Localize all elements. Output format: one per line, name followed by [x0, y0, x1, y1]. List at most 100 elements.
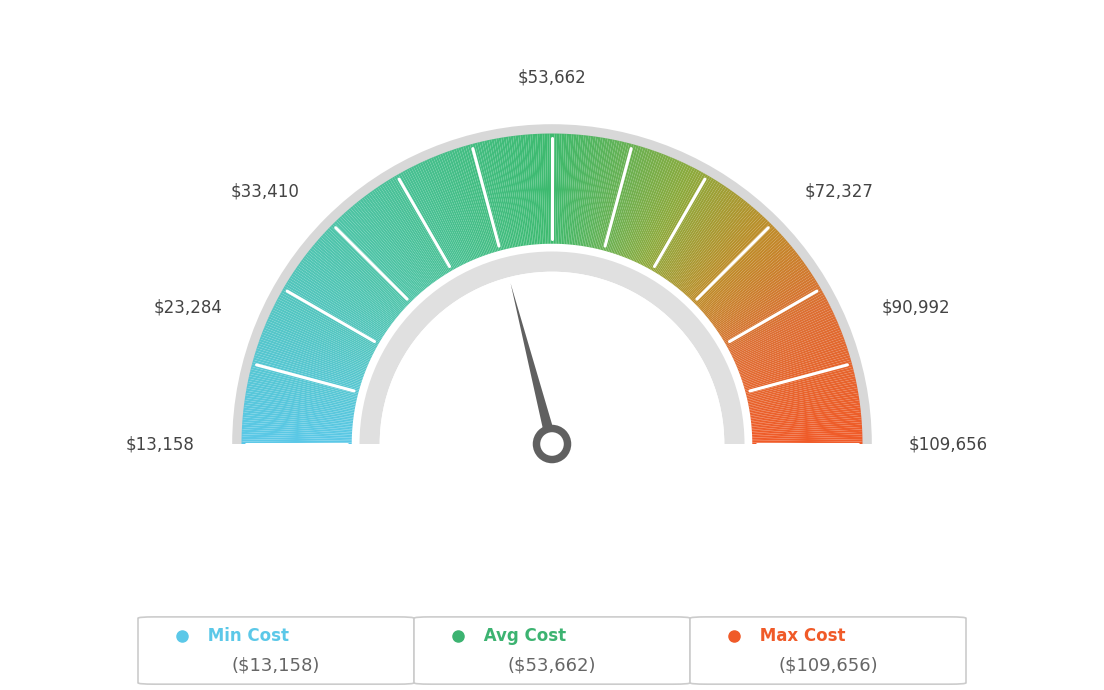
Wedge shape [293, 271, 385, 334]
Wedge shape [354, 204, 425, 290]
Wedge shape [677, 201, 749, 288]
Wedge shape [651, 175, 708, 271]
Wedge shape [252, 362, 359, 393]
Wedge shape [335, 221, 413, 302]
FancyBboxPatch shape [690, 617, 966, 684]
Wedge shape [631, 159, 678, 261]
Wedge shape [736, 323, 839, 367]
Wedge shape [350, 206, 423, 292]
Wedge shape [526, 135, 537, 244]
Wedge shape [528, 135, 538, 244]
Wedge shape [666, 188, 731, 280]
Wedge shape [242, 437, 352, 441]
Wedge shape [613, 148, 648, 253]
Wedge shape [329, 226, 410, 305]
Wedge shape [458, 147, 493, 253]
Wedge shape [751, 408, 861, 422]
Wedge shape [518, 135, 532, 245]
Wedge shape [594, 141, 619, 248]
Wedge shape [596, 141, 623, 249]
Wedge shape [499, 138, 519, 247]
Wedge shape [394, 175, 452, 272]
Wedge shape [731, 305, 831, 356]
Wedge shape [588, 139, 611, 247]
Wedge shape [648, 172, 703, 269]
Wedge shape [660, 183, 722, 277]
Wedge shape [318, 239, 402, 313]
Wedge shape [503, 137, 522, 246]
Wedge shape [481, 141, 508, 249]
Wedge shape [624, 155, 667, 258]
Wedge shape [711, 255, 800, 324]
Wedge shape [460, 146, 495, 253]
Wedge shape [365, 195, 433, 284]
Wedge shape [487, 140, 511, 248]
Wedge shape [605, 144, 636, 251]
Wedge shape [540, 134, 545, 244]
Wedge shape [245, 395, 354, 414]
Wedge shape [358, 200, 428, 288]
Wedge shape [694, 226, 775, 305]
Wedge shape [615, 150, 652, 255]
Wedge shape [242, 442, 352, 444]
Wedge shape [749, 384, 857, 406]
Wedge shape [751, 405, 860, 420]
Wedge shape [413, 165, 464, 265]
Wedge shape [601, 143, 629, 250]
Wedge shape [295, 268, 388, 331]
Wedge shape [286, 282, 381, 341]
Wedge shape [245, 398, 354, 416]
Wedge shape [548, 134, 551, 244]
Text: Max Cost: Max Cost [754, 627, 846, 645]
Wedge shape [726, 293, 824, 348]
Wedge shape [752, 429, 862, 436]
Wedge shape [654, 177, 712, 273]
Wedge shape [750, 395, 859, 414]
Wedge shape [447, 151, 486, 255]
Wedge shape [408, 168, 461, 266]
Wedge shape [246, 388, 355, 410]
Wedge shape [298, 264, 389, 329]
Wedge shape [294, 270, 386, 333]
Wedge shape [247, 381, 355, 405]
Wedge shape [255, 351, 361, 385]
Wedge shape [739, 330, 841, 372]
Wedge shape [750, 393, 859, 413]
Wedge shape [316, 241, 401, 314]
Wedge shape [742, 344, 847, 381]
Wedge shape [751, 413, 861, 425]
Wedge shape [665, 187, 729, 279]
Wedge shape [747, 379, 856, 404]
Wedge shape [746, 367, 853, 396]
Wedge shape [709, 250, 796, 320]
Wedge shape [752, 415, 861, 426]
Wedge shape [611, 147, 646, 253]
Wedge shape [619, 152, 659, 256]
Wedge shape [544, 134, 549, 244]
Wedge shape [244, 403, 353, 419]
Wedge shape [575, 136, 591, 246]
Text: ($13,158): ($13,158) [232, 656, 320, 674]
Wedge shape [491, 139, 514, 248]
Wedge shape [269, 314, 370, 362]
Wedge shape [723, 282, 818, 341]
Wedge shape [582, 137, 601, 246]
Wedge shape [338, 217, 415, 299]
Wedge shape [242, 439, 352, 442]
Wedge shape [609, 146, 644, 253]
Wedge shape [733, 310, 832, 359]
Wedge shape [363, 196, 432, 285]
Wedge shape [382, 183, 444, 277]
Wedge shape [650, 173, 705, 270]
Wedge shape [278, 295, 376, 349]
Wedge shape [740, 337, 845, 376]
Wedge shape [747, 376, 856, 402]
Wedge shape [475, 143, 503, 250]
Wedge shape [261, 334, 364, 375]
Wedge shape [302, 257, 392, 325]
Wedge shape [680, 205, 752, 290]
Wedge shape [275, 301, 374, 353]
Wedge shape [577, 136, 593, 246]
Wedge shape [676, 200, 746, 288]
Wedge shape [489, 139, 513, 248]
